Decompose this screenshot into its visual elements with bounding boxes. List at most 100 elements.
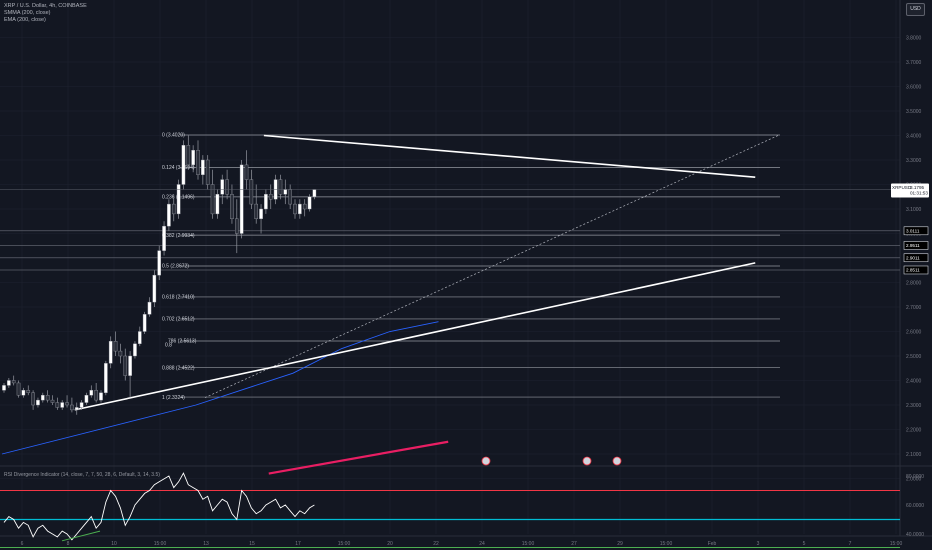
candle-body — [137, 331, 142, 344]
candle-body — [215, 194, 220, 215]
candle-body — [293, 203, 297, 215]
grid-lines — [0, 0, 900, 534]
fib-level-label: 0.888 (2.4522) — [162, 365, 195, 371]
chart-legend: XRP / U.S. Dollar, 4h, COINBASE SMMA (20… — [4, 3, 87, 25]
price-level-tag-text: 2.9511 — [906, 243, 920, 248]
price-level-tag: 2.9511 — [903, 241, 929, 250]
candle-body — [108, 341, 113, 364]
candle-body — [94, 390, 98, 401]
candle-body — [142, 314, 147, 332]
price-axis-tick: 2.3000 — [906, 403, 922, 409]
candle-body — [191, 149, 195, 166]
event-marker-icon[interactable] — [481, 456, 491, 466]
candle-body — [16, 382, 21, 396]
candle-body — [79, 402, 84, 408]
fib-level-label: 0.618 (2.7410) — [162, 295, 195, 301]
candle-body — [244, 164, 249, 180]
candle-body — [162, 225, 166, 251]
candle-body — [84, 395, 89, 403]
price-level-tag-text: 3.0111 — [906, 228, 920, 233]
time-axis-label: 15 — [249, 541, 255, 547]
event-marker-icon[interactable] — [612, 456, 622, 466]
candle-body — [268, 194, 273, 200]
candle-body — [201, 159, 205, 175]
price-level-tag: 2.9011 — [903, 253, 929, 263]
fib-level-label: 0.702 (2.6512) — [162, 317, 195, 323]
time-axis-label: 6 — [21, 541, 24, 547]
candle-body — [249, 179, 254, 205]
fibonacci-retracement: 0 (3.4020)0.124 (3.2694)0.236 (3.1496)0.… — [162, 133, 780, 401]
price-axis-tick: 2.6000 — [906, 330, 922, 336]
time-axis-label: 15:00 — [660, 541, 673, 547]
time-axis-label: 10 — [111, 541, 117, 547]
price-level-tag: 3.0111 — [903, 226, 929, 236]
price-axis-tick: 2.8000 — [906, 281, 922, 287]
candle-body — [230, 194, 234, 220]
candle-body — [133, 343, 137, 357]
candle-body — [74, 407, 79, 411]
candle-body — [45, 395, 50, 401]
candle-body — [70, 404, 74, 411]
candle-body — [239, 164, 244, 234]
time-axis-label: 20 — [387, 541, 393, 547]
time-axis-label: 8 — [67, 541, 70, 547]
price-axis-tick: 2.5000 — [906, 354, 922, 360]
price-axis-tick: 3.8000 — [906, 36, 922, 42]
fib-level-label: 1 (2.3324) — [162, 395, 185, 401]
price-axis-tick: 3.1000 — [906, 207, 922, 213]
candle-body — [99, 392, 103, 401]
symbol-legend[interactable]: XRP / U.S. Dollar, 4h, COINBASE — [4, 3, 87, 9]
candle-body — [157, 250, 162, 276]
candlestick-series — [2, 135, 317, 415]
candle-body — [152, 274, 157, 303]
candle-body — [55, 402, 60, 408]
fib-level-label: 0 (3.4020) — [162, 133, 185, 139]
price-axis-tick: 2.4000 — [906, 379, 922, 385]
price-axis-tick: 3.5000 — [906, 109, 922, 115]
candle-body — [220, 179, 225, 195]
time-axis-label: Feb — [708, 541, 717, 547]
time-axis-label: 5 — [803, 541, 806, 547]
candle-body — [264, 194, 268, 210]
current-price-value: 3.1795 — [910, 185, 924, 190]
candle-body — [181, 145, 186, 185]
smma-line — [1, 321, 439, 455]
trendline — [263, 134, 756, 178]
candle-body — [21, 390, 26, 396]
fib-level-label: 786 (2.5613) — [168, 339, 197, 345]
candle-body — [298, 203, 302, 215]
candle-body — [205, 159, 210, 185]
candle-body — [312, 189, 317, 197]
ema-legend[interactable]: EMA (200, close) — [4, 17, 46, 24]
smma-legend[interactable]: SMMA (200, close) — [4, 10, 51, 17]
fib-level-label: 0.382 (2.9934) — [162, 233, 195, 239]
candle-body — [288, 189, 292, 205]
candle-body — [11, 380, 16, 384]
price-axis-tick: 3.4000 — [906, 134, 922, 140]
event-marker-icon[interactable] — [582, 456, 592, 466]
candle-body — [171, 203, 176, 215]
rsi-bullish-divergence — [61, 530, 101, 542]
time-axis-label: 15:00 — [154, 541, 167, 547]
rsi-indicator-legend[interactable]: RSI Divergence Indicator (14, close, 7, … — [4, 472, 160, 478]
time-axis-label: 29 — [617, 541, 623, 547]
candle-body — [7, 380, 11, 386]
candle-body — [118, 350, 123, 357]
time-axis-label: 3 — [757, 541, 760, 547]
candle-body — [278, 179, 283, 195]
candle-body — [41, 395, 45, 401]
time-axis-label: 17 — [295, 541, 301, 547]
price-axis-tick: 3.6000 — [906, 85, 922, 91]
trendline — [74, 262, 756, 411]
candle-body — [283, 189, 288, 195]
candle-body — [147, 301, 152, 315]
ema-line — [268, 440, 449, 475]
time-axis: 6 8 10 15:00 13 15 17 15:00 20 22 24 15:00 27 29 15:00… — [21, 541, 903, 547]
currency-button[interactable]: USD — [906, 3, 925, 16]
time-axis-label: 27 — [571, 541, 577, 547]
candle-body — [307, 196, 312, 210]
candle-body — [50, 399, 55, 403]
candle-body — [65, 402, 69, 406]
time-axis-label: 24 — [479, 541, 485, 547]
